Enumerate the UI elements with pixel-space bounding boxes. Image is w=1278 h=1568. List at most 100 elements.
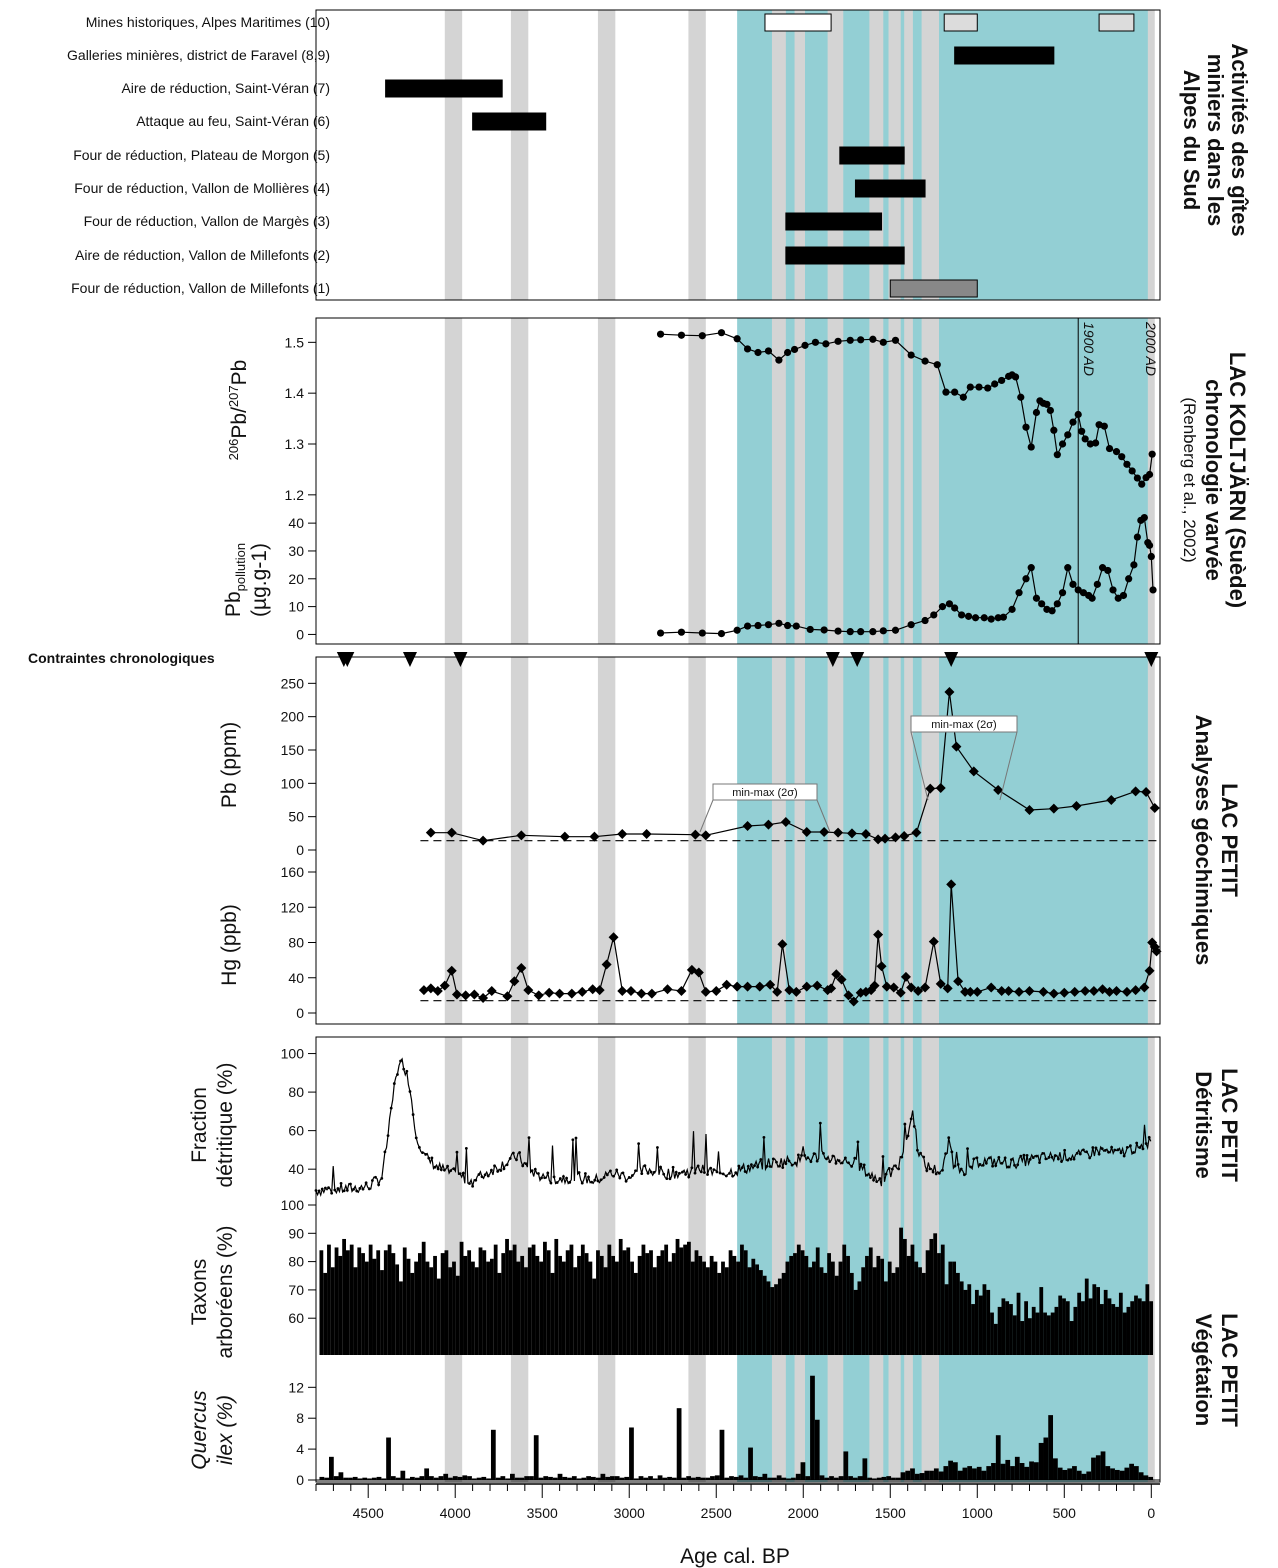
arboreal-bar-21 xyxy=(399,1281,403,1355)
pb-pollution-tick-label-2: 20 xyxy=(288,571,304,587)
ratio-point-33 xyxy=(1011,373,1020,381)
detritism-point-16 xyxy=(339,1181,343,1185)
detritism-point-48 xyxy=(389,1106,393,1110)
arboreal-bar-205 xyxy=(1096,1287,1100,1355)
detritism-point-318 xyxy=(812,1152,816,1156)
quercus-bar-67 xyxy=(638,1476,644,1480)
detritism-point-336 xyxy=(840,1161,844,1165)
vegetation-title: LAC PETIT Végétation xyxy=(1191,1313,1242,1427)
koltjarn-title-line-1: LAC KOLTJÄRN (Suède) xyxy=(1225,352,1250,608)
arboreal-bar-195 xyxy=(1058,1295,1063,1355)
arboreal-bar-88 xyxy=(652,1267,657,1355)
grey-band-2-6 xyxy=(827,657,844,1024)
arboreal-bar-32 xyxy=(440,1253,445,1355)
quercus-bar-101 xyxy=(800,1462,806,1480)
detritism-point-396 xyxy=(934,1172,938,1176)
mining-row-label-1: Galleries minières, district de Faravel … xyxy=(67,47,330,63)
ratio-point-23 xyxy=(942,388,950,396)
detritism-point-310 xyxy=(800,1154,803,1157)
detritism-point-324 xyxy=(822,1151,825,1155)
pb-pollution-tick-label-0: 0 xyxy=(296,626,304,642)
detritism-point-124 xyxy=(508,1157,512,1160)
detritism-point-486 xyxy=(1075,1151,1079,1155)
arboreal-bar-53 xyxy=(520,1255,525,1355)
detritism-point-372 xyxy=(897,1167,901,1171)
detritism-point-28 xyxy=(358,1187,362,1190)
arboreal-bar-188 xyxy=(1031,1306,1036,1355)
detritism-point-302 xyxy=(787,1159,791,1163)
detritism-point-424 xyxy=(978,1162,982,1166)
arboreal-bar-161 xyxy=(929,1238,934,1355)
arboreal-bar-128 xyxy=(804,1255,809,1355)
arboreal-bar-94 xyxy=(675,1238,680,1355)
detritism-point-40 xyxy=(377,1183,381,1187)
pb-pollution-point-8 xyxy=(775,619,783,627)
x-tick-label-4: 2500 xyxy=(701,1505,732,1521)
arboreal-bar-18 xyxy=(387,1244,392,1355)
hg-point-45 xyxy=(826,983,837,994)
hg-point-68 xyxy=(960,986,971,997)
arboreal-bar-171 xyxy=(967,1284,972,1355)
hg-point-34 xyxy=(732,981,743,992)
hg-tick-label-4: 160 xyxy=(281,864,305,880)
quercus-bar-58 xyxy=(595,1477,601,1480)
quercus-bar-22 xyxy=(424,1468,430,1480)
pb-point-26 xyxy=(951,741,962,752)
arboreal-bar-209 xyxy=(1111,1304,1116,1355)
detritism-point-374 xyxy=(900,1155,904,1159)
grey-band-3-7 xyxy=(869,1037,884,1482)
detritism-point-300 xyxy=(784,1162,788,1166)
quercus-bar-47 xyxy=(543,1476,549,1480)
quercus-bar-59 xyxy=(600,1473,606,1480)
ratio-point-46 xyxy=(1069,418,1077,426)
hg-point-6 xyxy=(460,990,471,1001)
detritism-point-12 xyxy=(333,1188,337,1192)
quercus-bar-111 xyxy=(848,1476,853,1480)
pb-point-10 xyxy=(742,821,753,831)
quercus-bar-71 xyxy=(657,1475,663,1480)
detritism-point-58 xyxy=(405,1069,409,1073)
arboreal-bar-212 xyxy=(1122,1312,1127,1355)
arboreal-bar-153 xyxy=(899,1227,903,1355)
quercus-bar-146 xyxy=(1014,1456,1020,1480)
x-tick-label-1: 4000 xyxy=(440,1505,471,1521)
arboreal-bar-121 xyxy=(777,1278,782,1355)
arboreal-bar-191 xyxy=(1043,1312,1047,1355)
quercus-bar-61 xyxy=(610,1476,615,1480)
detritism-point-114 xyxy=(493,1164,496,1168)
pb-pollution-point-11 xyxy=(806,625,814,634)
detritism-point-292 xyxy=(771,1157,775,1161)
constraint-marker-3 xyxy=(453,652,468,667)
quercus-bar-113 xyxy=(857,1476,863,1480)
quercus-bar-119 xyxy=(886,1476,892,1480)
pb-pollution-point-48 xyxy=(1093,580,1101,588)
arboreal-bar-43 xyxy=(482,1250,487,1355)
detritism-point-164 xyxy=(571,1138,575,1142)
ratio-point-59 xyxy=(1133,474,1141,482)
arboreal-bar-90 xyxy=(660,1250,665,1355)
detritism-point-368 xyxy=(890,1167,894,1171)
detritism-point-286 xyxy=(762,1135,766,1139)
ratio-point-54 xyxy=(1105,444,1114,453)
ratio-point-12 xyxy=(811,338,820,346)
detritism-point-80 xyxy=(439,1168,443,1172)
detritism-point-96 xyxy=(464,1146,468,1150)
detritism-point-254 xyxy=(712,1168,716,1171)
mining-bar-5-0 xyxy=(854,179,926,198)
quercus-bar-138 xyxy=(976,1466,982,1480)
arboreal-bar-52 xyxy=(516,1261,521,1355)
detritism-point-24 xyxy=(352,1187,355,1191)
hg-point-57 xyxy=(888,982,899,993)
detritism-point-70 xyxy=(424,1152,428,1156)
arboreal-bar-176 xyxy=(986,1289,991,1355)
pb-pollution-point-13 xyxy=(834,627,842,635)
arboreal-bar-61 xyxy=(550,1272,555,1355)
quercus-bar-143 xyxy=(1000,1463,1006,1480)
detritism-point-352 xyxy=(865,1173,869,1177)
quercus-bar-152 xyxy=(1043,1437,1049,1480)
grey-band-1-2 xyxy=(597,318,616,644)
hg-point-49 xyxy=(848,996,859,1007)
quercus-bar-14 xyxy=(386,1437,391,1480)
detritism-point-64 xyxy=(414,1136,418,1140)
detritism-point-322 xyxy=(818,1121,822,1125)
